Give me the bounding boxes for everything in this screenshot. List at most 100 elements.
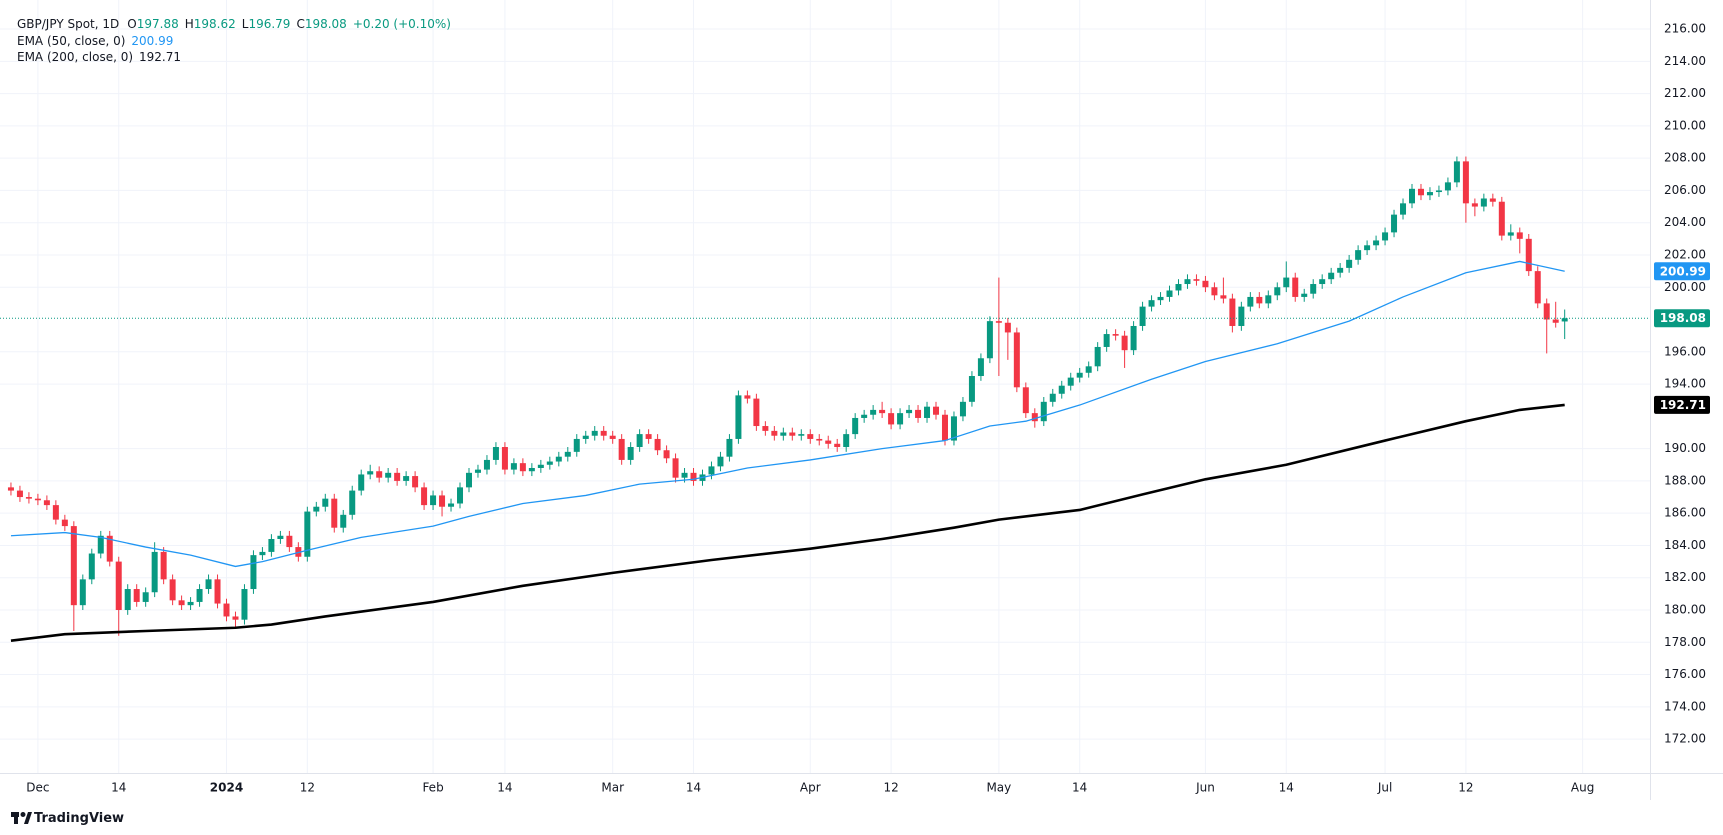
candle-body (510, 463, 517, 470)
candle-body (1328, 272, 1335, 280)
candle-body (564, 451, 571, 457)
high-value: 198.62 (194, 17, 236, 31)
legend-name: EMA (50, close, 0) (17, 34, 125, 48)
candle-body (933, 406, 940, 415)
candle-body (178, 600, 185, 606)
candle-body (1382, 232, 1389, 241)
candle-body (1409, 188, 1416, 204)
y-tick-label: 208.00 (1664, 151, 1706, 165)
ema-price-label: 192.71 (1660, 398, 1706, 412)
logo-icon (14, 812, 18, 824)
candle-body (1265, 295, 1272, 304)
candle-body (340, 514, 347, 528)
ema-price-label-bg (1654, 395, 1710, 414)
legend-value: 200.99 (131, 34, 173, 48)
candle-body (1220, 295, 1227, 299)
candle-body (807, 434, 814, 439)
x-tick-label: 14 (1072, 781, 1087, 795)
candle-body (214, 579, 221, 604)
candle-body (1193, 279, 1200, 281)
ema-line (10, 403, 1565, 642)
legend-entry: EMA (50, close, 0) 200.99 (17, 34, 173, 48)
candle-body (888, 413, 895, 425)
y-tick-label: 178.00 (1664, 635, 1706, 649)
candle-body (160, 551, 167, 580)
y-tick-label: 210.00 (1664, 118, 1706, 132)
candle-body (1453, 161, 1460, 183)
logo: TradingView (11, 811, 124, 826)
candle-body (268, 539, 275, 552)
candle-body (1355, 250, 1362, 260)
candle-body (852, 417, 859, 435)
candle-body (376, 471, 383, 478)
y-tick-label: 214.00 (1664, 54, 1706, 68)
x-tick-label: 14 (686, 781, 701, 795)
candle-body (483, 459, 490, 470)
candle-body (915, 409, 922, 418)
candle-body (762, 426, 769, 431)
logo-icon (20, 812, 26, 817)
last-price-label: 198.08 (1660, 311, 1706, 325)
x-tick-label: Apr (800, 781, 821, 795)
candle-body (690, 472, 697, 481)
x-tick-label: Jun (1195, 781, 1215, 795)
candle-body (537, 464, 544, 468)
candle-body (1256, 296, 1263, 304)
candle-body (1373, 240, 1380, 246)
candle-body (609, 435, 616, 439)
candle-body (959, 401, 966, 417)
candle-body (124, 589, 131, 611)
candle-body (439, 495, 446, 507)
y-tick-label: 206.00 (1664, 183, 1706, 197)
ema-price-label: 200.99 (1660, 264, 1706, 278)
ema-price-label-bg (1654, 262, 1710, 281)
candle-body (816, 438, 823, 441)
candle-body (1139, 306, 1146, 326)
candle-body (924, 406, 931, 418)
x-tick-label: Feb (422, 781, 443, 795)
candle-body (1202, 280, 1209, 288)
candle-body (286, 535, 293, 548)
candle-body (1067, 377, 1074, 386)
candle-body (430, 495, 437, 506)
candle-body (385, 472, 392, 478)
candle-body (1346, 259, 1353, 268)
y-tick-label: 190.00 (1664, 441, 1706, 455)
candle-body (223, 603, 230, 617)
candle-body (1400, 203, 1407, 215)
candle-body (43, 500, 50, 506)
candle-body (1247, 296, 1254, 307)
candle-body (753, 398, 760, 427)
x-tick-label: 14 (111, 781, 126, 795)
candle-body (187, 601, 194, 606)
candle-body (681, 472, 688, 478)
candle-body (1085, 366, 1092, 373)
candle-body (142, 592, 149, 602)
low-value: 196.79 (248, 17, 290, 31)
y-tick-label: 184.00 (1664, 538, 1706, 552)
open-value: 197.88 (137, 17, 179, 31)
candle-body (367, 471, 374, 475)
candle-body (133, 589, 140, 602)
candle-body (492, 447, 499, 460)
candle-body (465, 472, 472, 488)
y-tick-label: 212.00 (1664, 86, 1706, 100)
candle-body (106, 535, 113, 562)
candle-body (1489, 198, 1496, 202)
candle-body (205, 579, 212, 590)
candle-body (403, 476, 410, 481)
x-tick-label: 12 (883, 781, 898, 795)
candle-body (1498, 201, 1505, 236)
candle-body (97, 535, 104, 554)
y-tick-label: 186.00 (1664, 506, 1706, 520)
candle-body (1364, 245, 1371, 251)
x-tick-label: 12 (1458, 781, 1473, 795)
candle-body (744, 395, 751, 399)
candle-body (1022, 387, 1029, 414)
candle-body (582, 435, 589, 439)
candle-body (1534, 271, 1541, 304)
candle-body (358, 474, 365, 491)
candle-body (968, 376, 975, 402)
candle-body (618, 438, 625, 460)
